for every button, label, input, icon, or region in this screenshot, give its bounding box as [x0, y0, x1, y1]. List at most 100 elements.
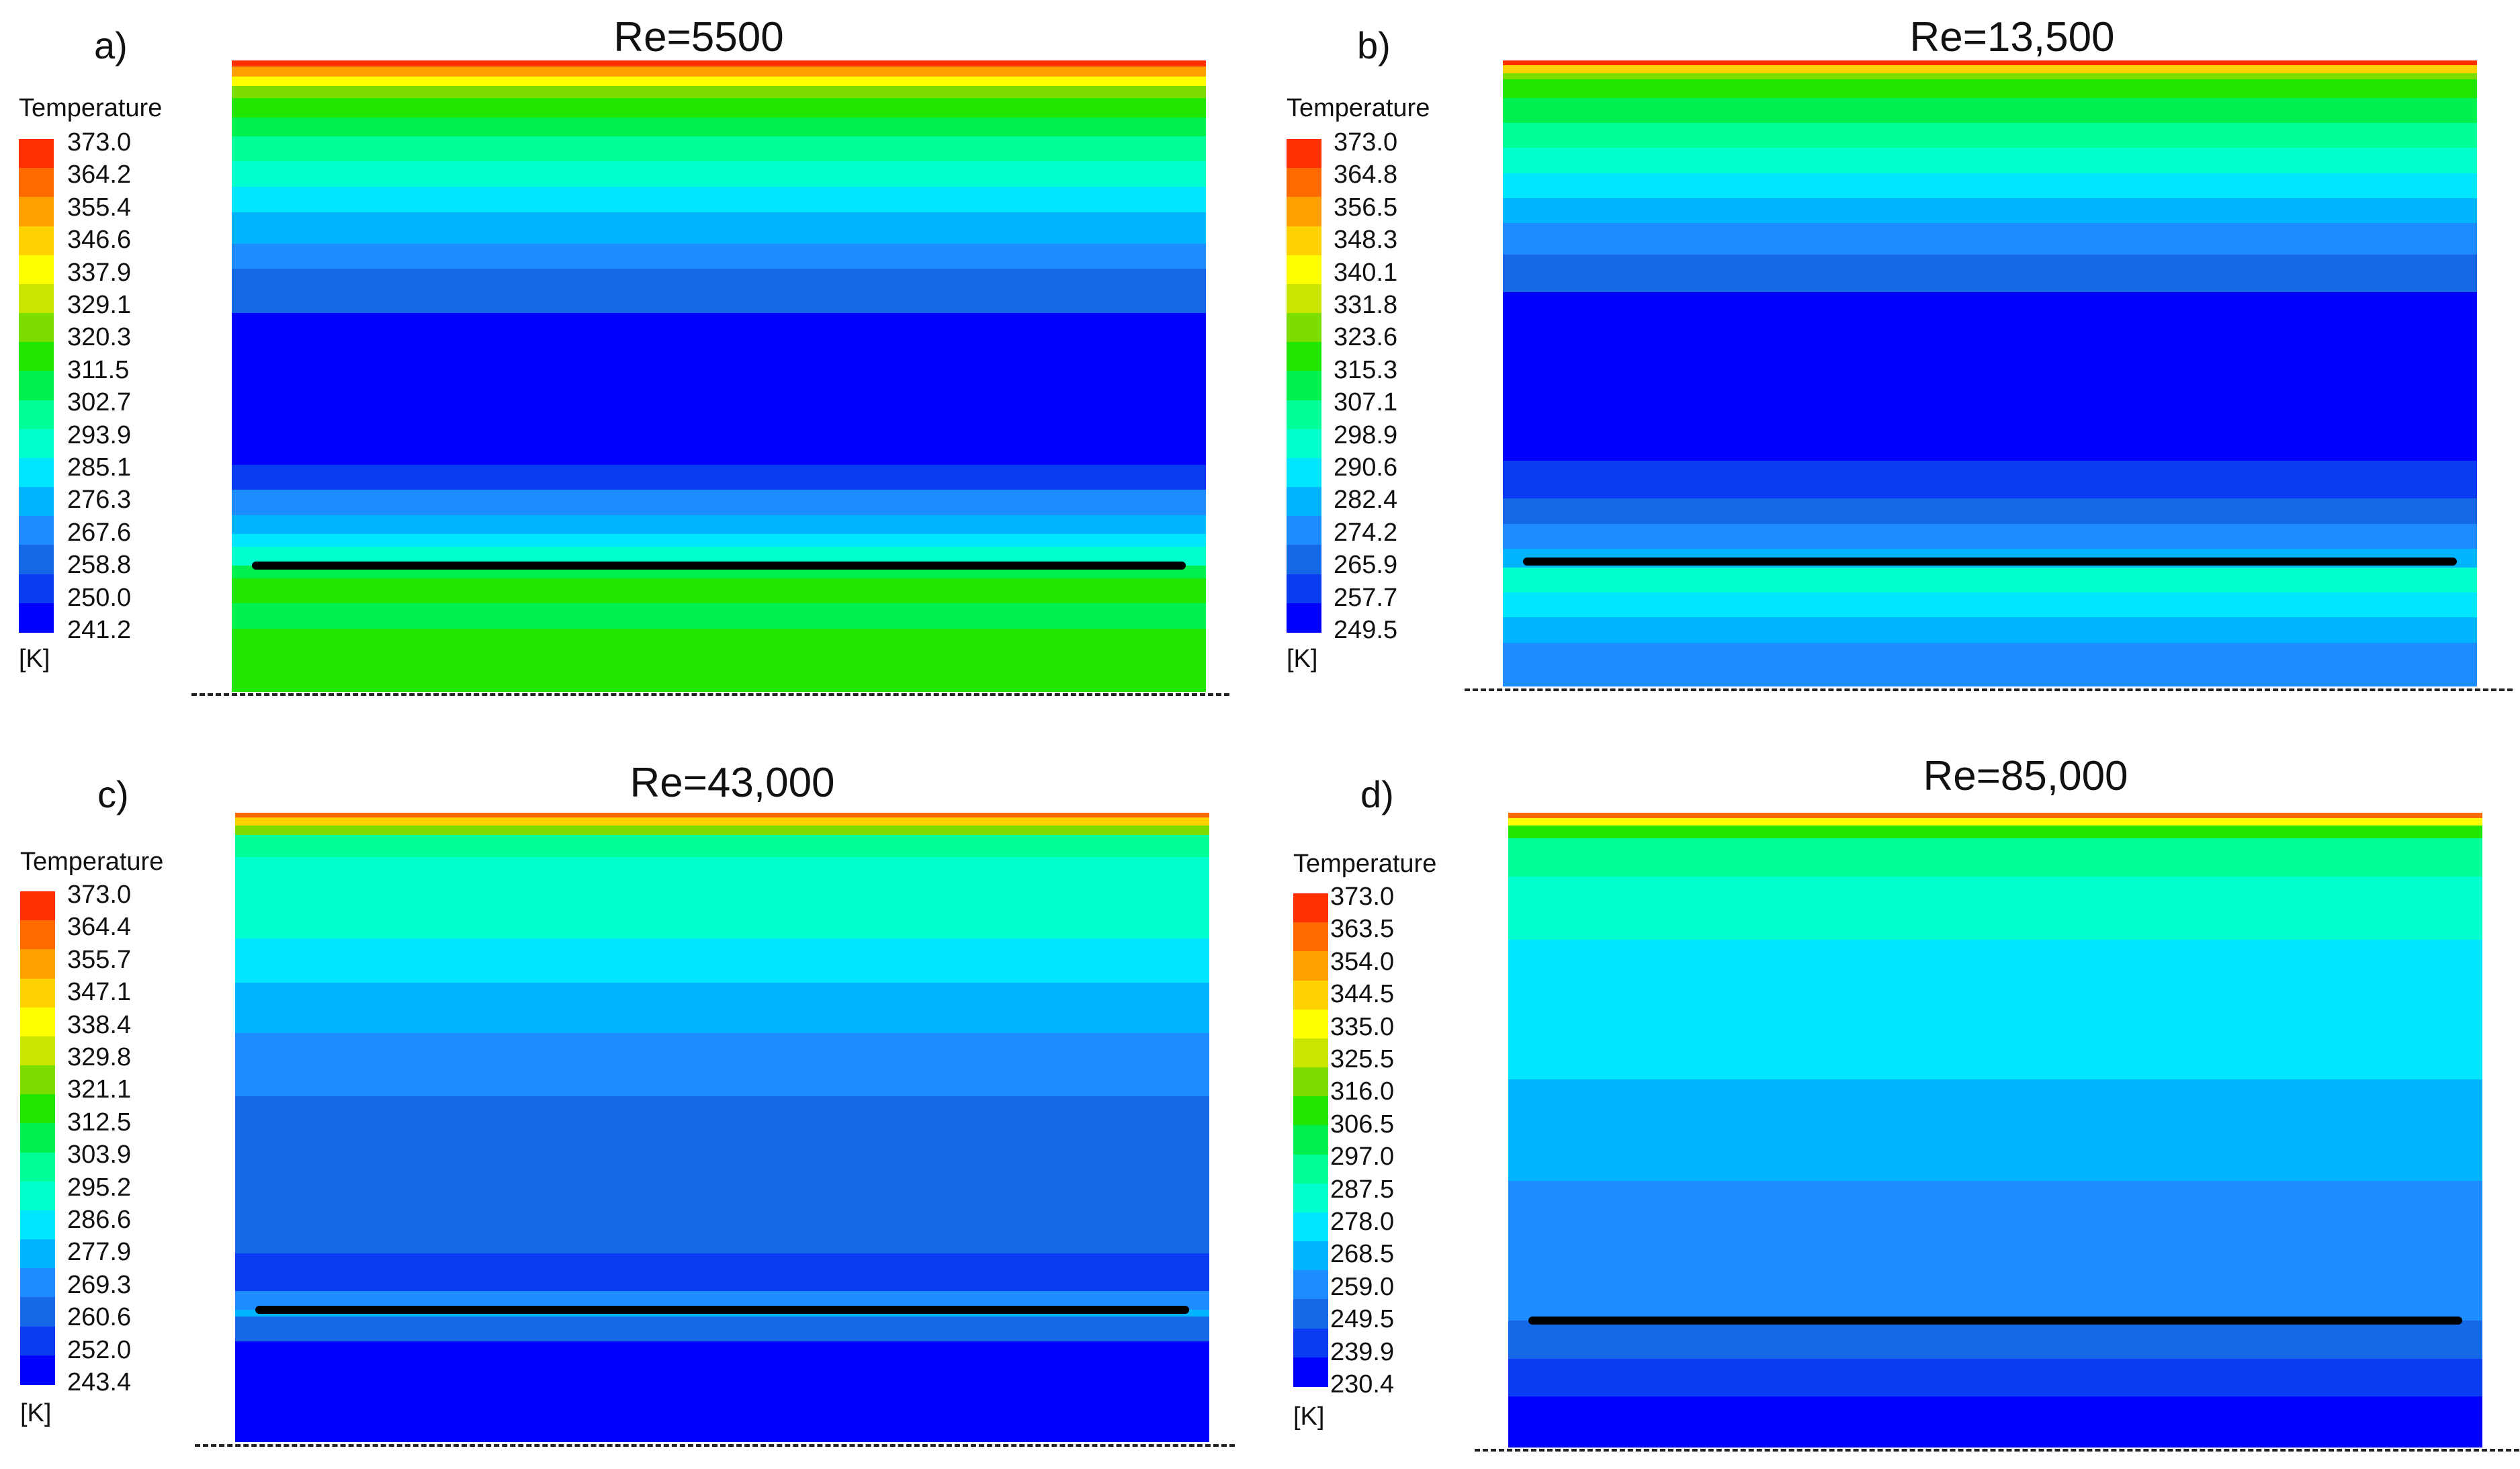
contour-band — [232, 161, 1206, 187]
colorbar-tick-label: 278.0 — [1330, 1208, 1395, 1236]
colorbar-title: Temperature — [1293, 850, 1437, 878]
colorbar-title: Temperature — [20, 848, 164, 876]
contour-band — [232, 603, 1206, 629]
colorbar-tick-label: 265.9 — [1334, 551, 1398, 580]
colorbar-tick-label: 302.7 — [67, 388, 132, 417]
panel-title: Re=43,000 — [629, 760, 835, 806]
contour-band — [232, 313, 1206, 465]
colorbar-segment — [19, 371, 54, 401]
colorbar-tick-label: 286.6 — [67, 1206, 132, 1234]
colorbar-segment — [1293, 1154, 1328, 1184]
contour-band — [1508, 1358, 2482, 1398]
colorbar-segment — [1287, 226, 1321, 256]
colorbar-segment — [20, 1065, 55, 1096]
contour-band — [235, 856, 1209, 940]
colorbar-tick-label: 347.1 — [67, 978, 132, 1007]
colorbar — [1287, 139, 1321, 633]
colorbar — [1293, 893, 1328, 1387]
colorbar-tick-label: 252.0 — [67, 1335, 132, 1364]
colorbar-tick-label: 338.4 — [67, 1010, 132, 1039]
colorbar-tick-label: 321.1 — [67, 1075, 132, 1104]
colorbar-segment — [19, 313, 54, 343]
colorbar-segment — [20, 1036, 55, 1067]
contour-band — [1503, 60, 2477, 66]
colorbar-tick-label: 297.0 — [1330, 1143, 1395, 1171]
colorbar-tick-label: 303.9 — [67, 1141, 132, 1169]
contour-band — [1508, 825, 2482, 839]
contour-band — [1503, 617, 2477, 643]
colorbar-tick-label: 260.6 — [67, 1303, 132, 1332]
colorbar-tick-label: 259.0 — [1330, 1272, 1395, 1301]
contour-band — [235, 938, 1209, 983]
contour-band — [232, 243, 1206, 270]
colorbar-tick-label: 340.1 — [1334, 258, 1398, 287]
contour-band — [1503, 73, 2477, 80]
colorbar — [19, 139, 54, 633]
contour-band — [232, 269, 1206, 314]
contour-band — [1508, 1396, 2482, 1448]
contour-band — [1503, 642, 2477, 686]
colorbar — [20, 891, 55, 1385]
panel-letter: c) — [97, 773, 129, 815]
contour-band — [1503, 292, 2477, 462]
colorbar-tick-label: 243.4 — [67, 1368, 132, 1396]
colorbar-tick-label: 307.1 — [1334, 388, 1398, 417]
contour-band — [1503, 79, 2477, 99]
colorbar-segment — [19, 457, 54, 488]
colorbar-segment — [1293, 1183, 1328, 1213]
colorbar-tick-label: 323.6 — [1334, 323, 1398, 352]
colorbar-segment — [1287, 342, 1321, 372]
colorbar-segment — [1287, 168, 1321, 198]
contour-band — [235, 1096, 1209, 1204]
heated-plate — [255, 1306, 1189, 1315]
colorbar-tick-label: 344.5 — [1330, 980, 1395, 1009]
heated-plate — [1523, 557, 2457, 566]
colorbar-tick-label: 373.0 — [1330, 883, 1395, 911]
colorbar-tick-label: 364.8 — [1334, 161, 1398, 189]
colorbar-segment — [1287, 545, 1321, 575]
colorbar-tick-label: 373.0 — [67, 881, 132, 909]
colorbar-segment — [19, 516, 54, 546]
colorbar-tick-label: 269.3 — [67, 1270, 132, 1299]
colorbar-tick-label: 290.6 — [1334, 453, 1398, 482]
colorbar-segment — [19, 429, 54, 459]
colorbar-segment — [1287, 429, 1321, 459]
contour-band — [1503, 198, 2477, 224]
colorbar-segment — [1293, 1241, 1328, 1272]
colorbar-segment — [19, 342, 54, 372]
contour-band — [232, 66, 1206, 77]
contour-band — [232, 85, 1206, 99]
colorbar-segment — [19, 603, 54, 633]
colorbar-segment — [1293, 1212, 1328, 1243]
colorbar-tick-label: 311.5 — [67, 355, 130, 384]
colorbar-segment — [20, 920, 55, 950]
colorbar-segment — [1287, 313, 1321, 343]
contour-band — [1503, 498, 2477, 525]
colorbar-segment — [1293, 1096, 1328, 1126]
colorbar-tick-label: 268.5 — [1330, 1240, 1395, 1269]
colorbar-segment — [1293, 1299, 1328, 1329]
symmetry-axis-line — [195, 1444, 1235, 1447]
symmetry-axis-line — [1465, 688, 2513, 691]
colorbar-segment — [20, 1152, 55, 1182]
colorbar-segment — [1293, 1125, 1328, 1155]
colorbar-tick-label: 354.0 — [1330, 947, 1395, 976]
colorbar-tick-label: 250.0 — [67, 583, 132, 612]
contour-band — [232, 136, 1206, 163]
temperature-contour-field — [232, 60, 1206, 692]
colorbar-tick-label: 364.2 — [67, 161, 132, 189]
colorbar-tick-label: 257.7 — [1334, 583, 1398, 612]
contour-band — [232, 490, 1206, 516]
colorbar-segment — [19, 487, 54, 517]
colorbar-segment — [1287, 487, 1321, 517]
temperature-contour-field — [1503, 60, 2477, 686]
colorbar-segment — [20, 949, 55, 979]
colorbar-unit: [K] — [1293, 1403, 1325, 1431]
colorbar-title: Temperature — [1287, 94, 1430, 122]
panel-title: Re=85,000 — [1923, 753, 2128, 799]
contour-band — [1503, 461, 2477, 500]
colorbar-title: Temperature — [19, 94, 163, 122]
contour-band — [235, 1032, 1209, 1097]
colorbar-tick-label: 316.0 — [1330, 1077, 1395, 1106]
temperature-contour-field — [235, 813, 1209, 1442]
